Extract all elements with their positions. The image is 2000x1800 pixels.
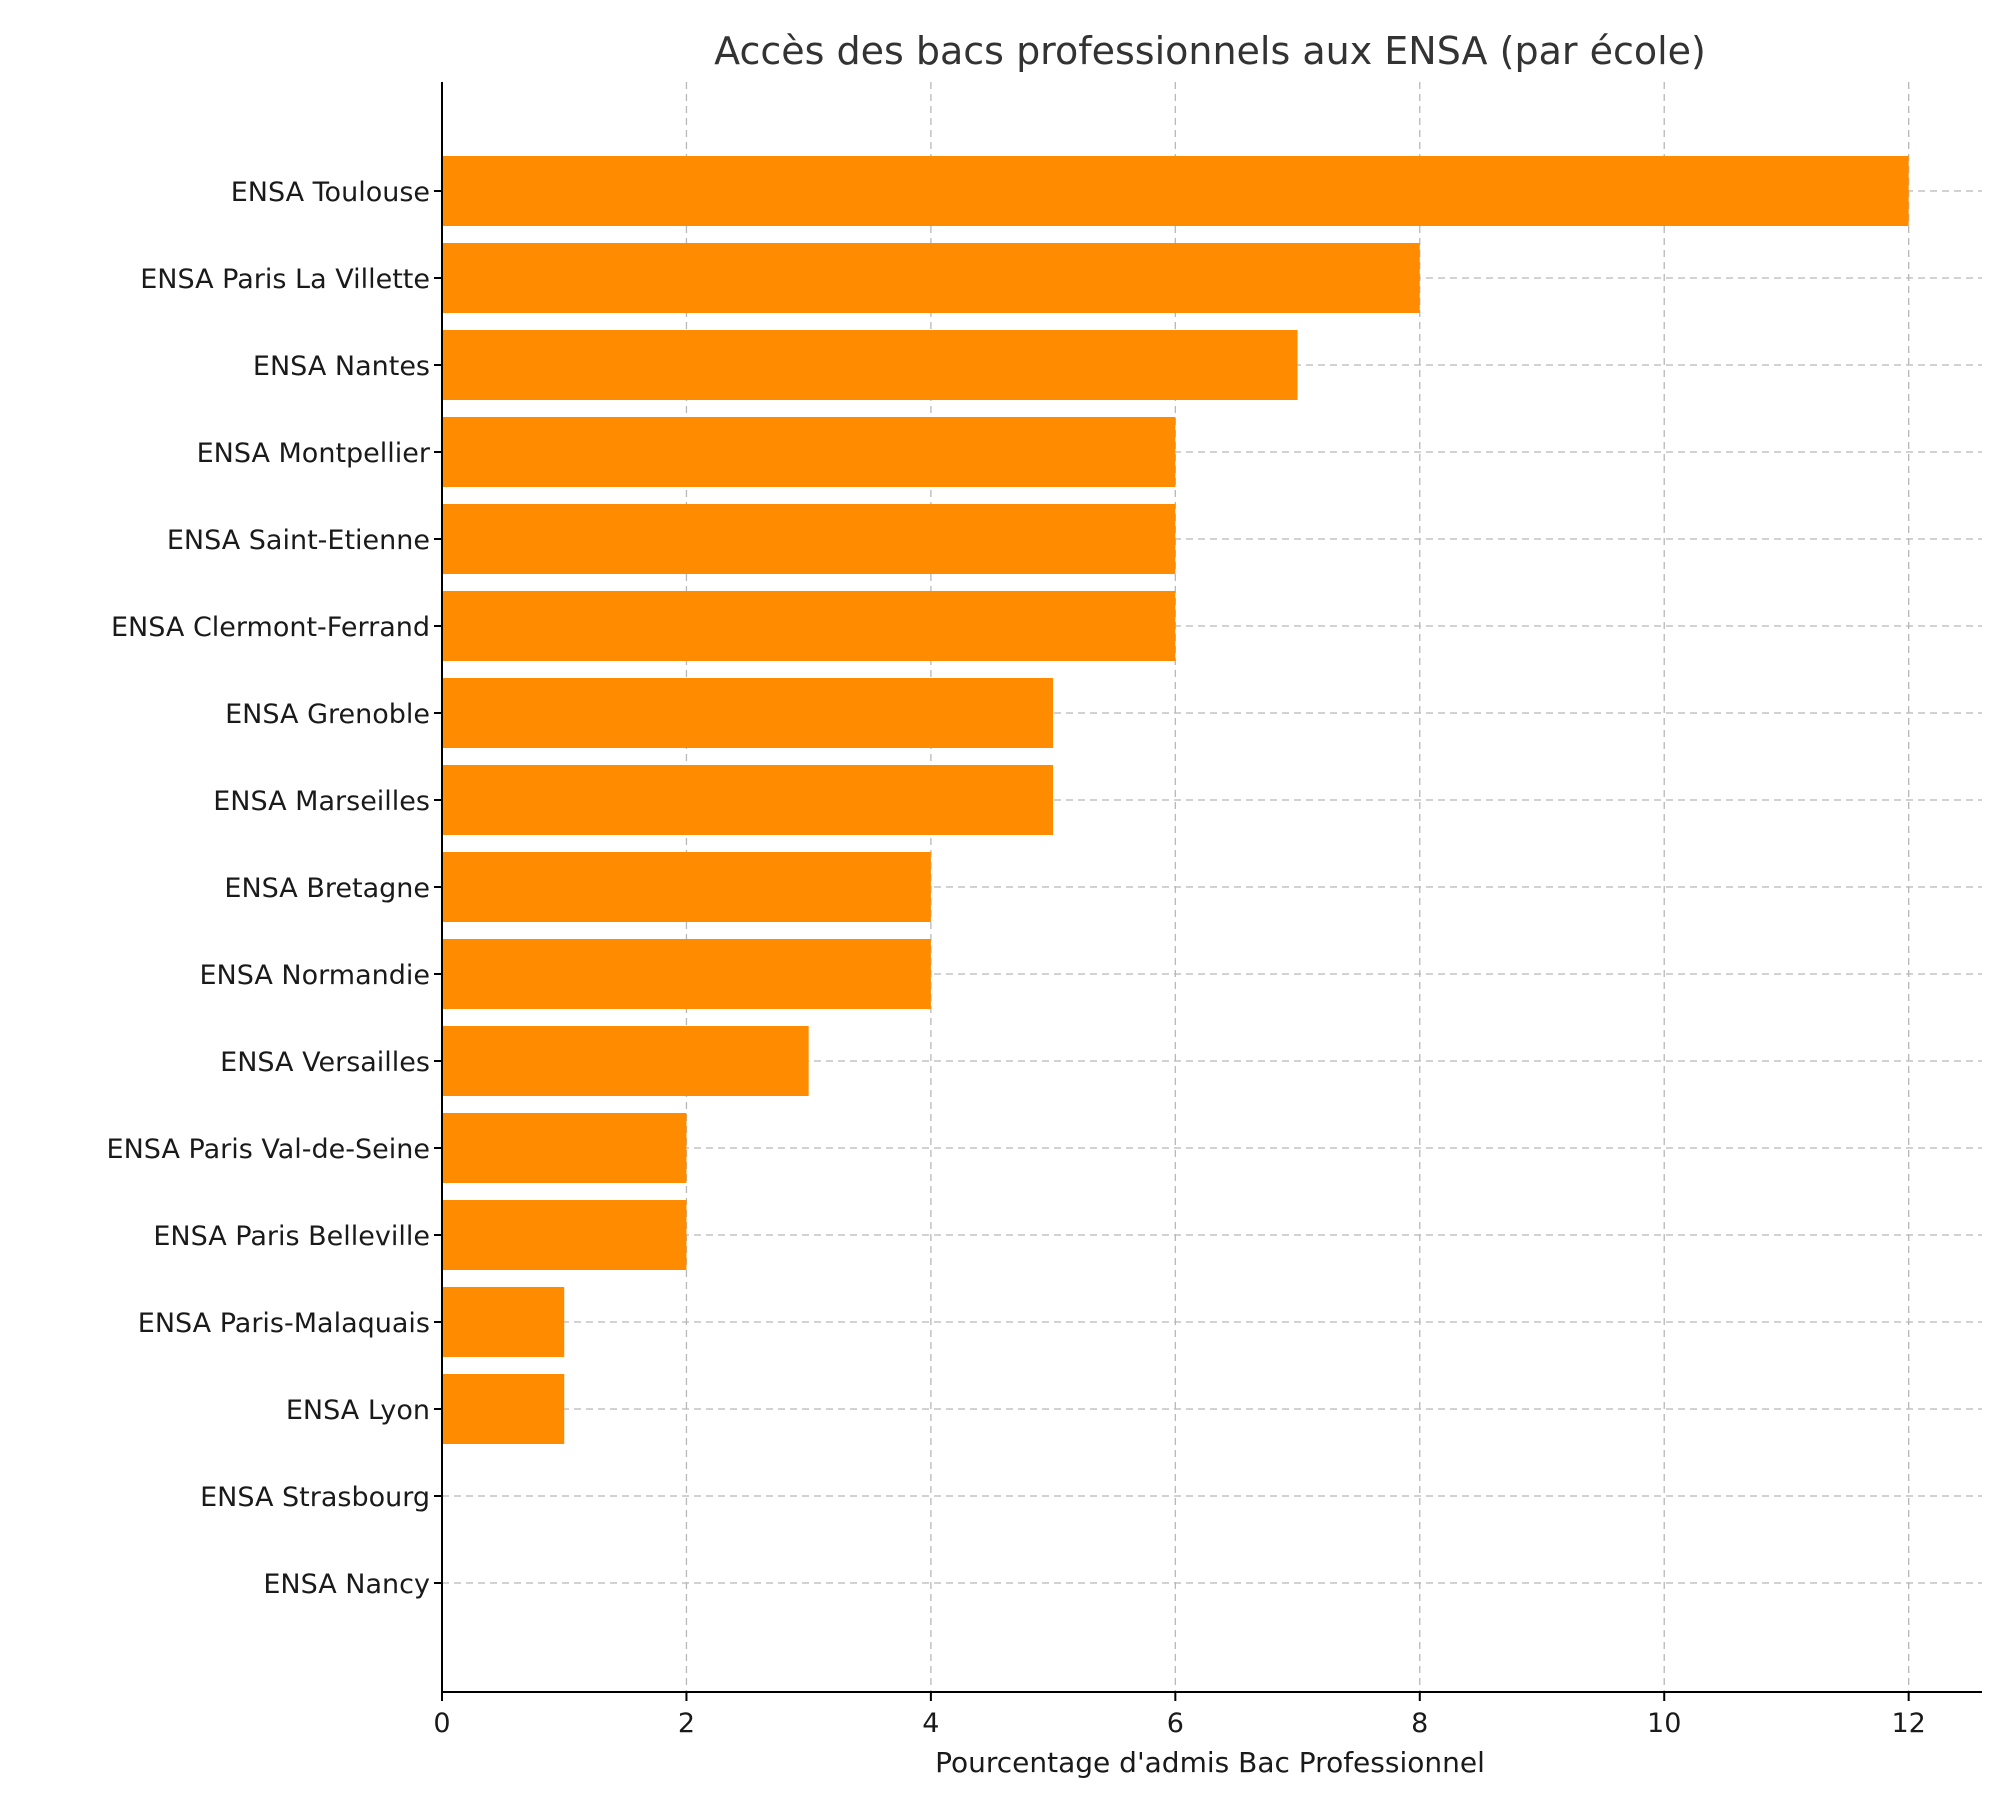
bar-11 <box>442 1113 687 1183</box>
category-label-3: ENSA Montpellier <box>197 438 431 469</box>
category-label-1: ENSA Paris La Villette <box>140 264 430 295</box>
bar-14 <box>442 1374 565 1444</box>
x-axis-label: Pourcentage d'admis Bac Professionnel <box>935 1746 1485 1779</box>
category-label-10: ENSA Versailles <box>220 1047 430 1078</box>
bar-2 <box>442 330 1298 400</box>
bar-8 <box>442 852 931 922</box>
bars <box>442 156 1909 1444</box>
bar-3 <box>442 417 1176 487</box>
category-label-6: ENSA Grenoble <box>225 699 430 730</box>
bar-6 <box>442 678 1054 748</box>
category-label-9: ENSA Normandie <box>199 960 430 991</box>
category-label-5: ENSA Clermont-Ferrand <box>111 612 430 643</box>
chart-title: Accès des bacs professionnels aux ENSA (… <box>714 29 1706 73</box>
bar-12 <box>442 1200 687 1270</box>
category-label-8: ENSA Bretagne <box>224 873 430 904</box>
bar-4 <box>442 504 1176 574</box>
category-label-0: ENSA Toulouse <box>231 177 430 208</box>
category-labels: ENSA Toulouse ENSA Paris La Villette ENSA … <box>107 177 442 1600</box>
category-label-14: ENSA Lyon <box>286 1395 430 1426</box>
x-tick-label-4: 8 <box>1411 1708 1428 1739</box>
x-tick-label-6: 12 <box>1891 1708 1925 1739</box>
category-label-11: ENSA Paris Val-de-Seine <box>107 1134 430 1165</box>
bar-10 <box>442 1026 809 1096</box>
x-axis-ticks: 0 2 4 6 8 10 12 <box>433 1692 1926 1739</box>
category-label-7: ENSA Marseilles <box>213 786 430 817</box>
x-tick-label-5: 10 <box>1647 1708 1681 1739</box>
bar-7 <box>442 765 1054 835</box>
category-label-13: ENSA Paris-Malaquais <box>138 1308 430 1339</box>
x-tick-label-3: 6 <box>1167 1708 1184 1739</box>
bar-0 <box>442 156 1909 226</box>
category-label-16: ENSA Nancy <box>263 1569 430 1600</box>
category-label-4: ENSA Saint-Etienne <box>167 525 430 556</box>
category-label-2: ENSA Nantes <box>253 351 430 382</box>
x-tick-label-0: 0 <box>433 1708 450 1739</box>
x-tick-label-1: 2 <box>678 1708 695 1739</box>
bar-1 <box>442 243 1420 313</box>
category-label-15: ENSA Strasbourg <box>200 1482 430 1513</box>
bar-13 <box>442 1287 565 1357</box>
x-tick-label-2: 4 <box>922 1708 939 1739</box>
category-label-12: ENSA Paris Belleville <box>153 1221 430 1252</box>
bar-9 <box>442 939 931 1009</box>
bar-5 <box>442 591 1176 661</box>
